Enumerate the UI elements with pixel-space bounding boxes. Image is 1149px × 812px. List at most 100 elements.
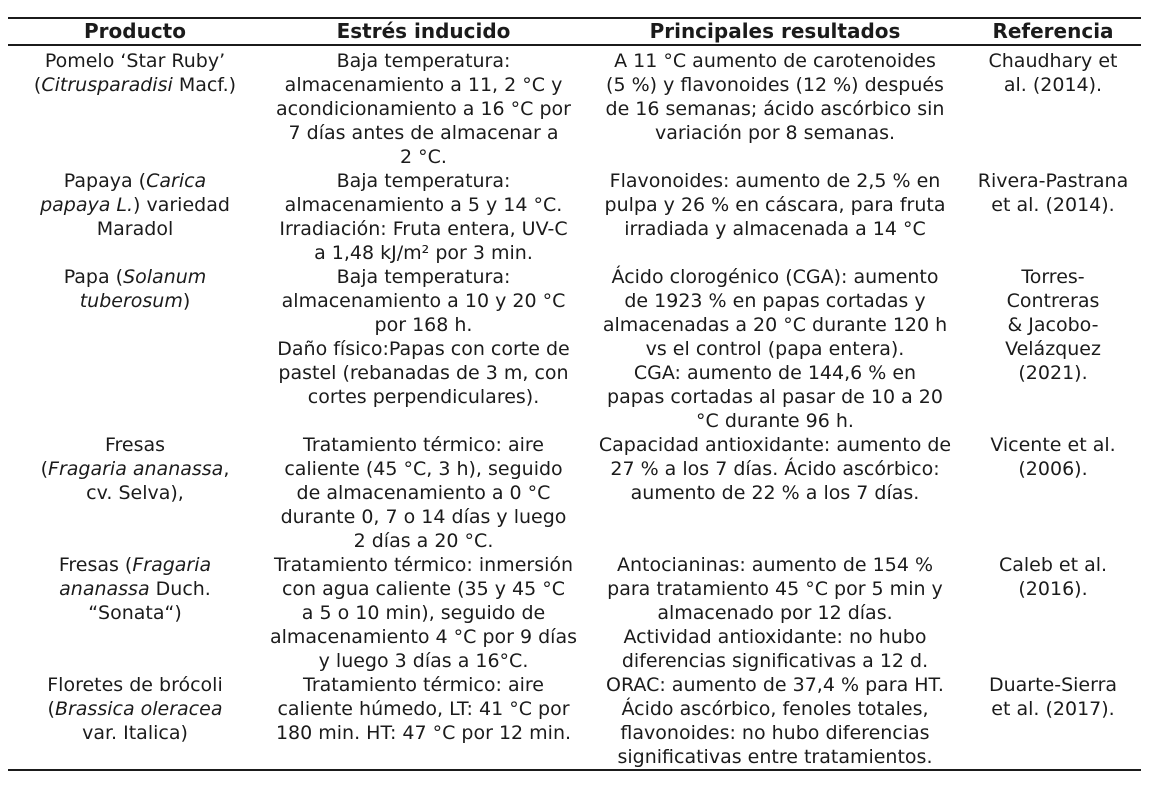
cell-estres: Tratamiento térmico: inmersión con agua c… (262, 553, 585, 673)
text-line: Flavonoides: aumento de 2,5 % en (609, 170, 941, 192)
cell-referencia: Rivera-Pastrana et al. (2014). (965, 169, 1141, 265)
text-line: 2 °C. (400, 146, 447, 168)
text-line: cortes perpendiculares). (307, 386, 540, 408)
text-line: aumento de 22 % a los 7 días. (630, 482, 920, 504)
text-line: 7 días antes de almacenar a (288, 122, 559, 144)
text-line: (Citrusparadisi Macf.) (10, 73, 260, 97)
text-line: a 5 o 10 min), seguido de (301, 602, 546, 624)
cell-referencia: Duarte-Sierra et al. (2017). (965, 673, 1141, 771)
text-line: Antocianinas: aumento de 154 % (616, 554, 933, 576)
table-body: Pomelo ‘Star Ruby’ (Citrusparadisi Macf.)… (8, 45, 1141, 771)
cell-producto: Fresas (Fragaria ananassa Duch. “Sonata“) (8, 553, 262, 673)
text-line: almacenamiento a 5 y 14 °C. (284, 194, 563, 216)
text-line: variación por 8 semanas. (654, 122, 896, 144)
text-line: (2006). (1018, 458, 1088, 480)
text-line: Contreras (1006, 290, 1100, 312)
text-line: almacenamiento 4 °C por 9 días (269, 626, 577, 648)
text-line: CGA: aumento de 144,6 % en (633, 362, 917, 384)
column-header-referencia: Referencia (965, 17, 1141, 46)
text-line: (Fragaria ananassa, (10, 457, 260, 481)
text-line: acondicionamiento a 16 °C por (276, 98, 571, 120)
scientific-name-text: Carica (146, 170, 207, 192)
text-line: Baja temperatura: (336, 170, 511, 192)
text-line: Tratamiento térmico: inmersión (273, 554, 574, 576)
text-line: almacenamiento a 11, 2 °C y (284, 74, 563, 96)
text-line: Pomelo ‘Star Ruby’ (10, 49, 260, 73)
text-line: significativas entre tratamientos. (617, 746, 933, 768)
cell-estres: Tratamiento térmico: aire caliente húmedo… (262, 673, 585, 771)
text-line: caliente húmedo, LT: 41 °C por (277, 698, 570, 720)
text-line: almacenadas a 20 °C durante 120 h (602, 314, 948, 336)
table-row: Papaya (Carica papaya L.) variedad Maradol… (8, 169, 1141, 265)
text-line: Papaya (Carica (10, 169, 260, 193)
text-line: de 16 semanas; ácido ascórbico sin (605, 98, 945, 120)
cell-producto: Fresas (Fragaria ananassa, cv. Selva), (8, 433, 262, 553)
table-container: Producto Estrés inducido Principales res… (8, 17, 1141, 771)
text-line: Fresas (10, 433, 260, 457)
text-line: (2016). (1018, 578, 1088, 600)
text-line: Daño físico:Papas con corte de (277, 338, 570, 360)
scientific-name-text: papaya L. (40, 194, 134, 216)
text-line: al. (2014). (1003, 74, 1103, 96)
text-line: Baja temperatura: (336, 50, 511, 72)
text-line: Chaudhary et (988, 50, 1118, 72)
text-line: por 168 h. (374, 314, 473, 336)
plain-text: ( (33, 74, 42, 96)
text-line: Tratamiento térmico: aire (303, 434, 544, 456)
text-line: var. Italica) (10, 721, 260, 745)
text-line: para tratamiento 45 °C por 5 min y (607, 578, 943, 600)
table-row: Pomelo ‘Star Ruby’ (Citrusparadisi Macf.)… (8, 45, 1141, 169)
text-line: 2 días a 20 °C. (353, 530, 494, 552)
column-header-principales-resultados: Principales resultados (585, 17, 965, 46)
text-line: Duarte-Sierra (988, 674, 1118, 696)
cell-producto: Pomelo ‘Star Ruby’ (Citrusparadisi Macf.) (8, 45, 262, 169)
text-line: Velázquez (1005, 338, 1101, 360)
text-line: Irradiación: Fruta entera, UV-C (279, 218, 568, 240)
text-line: cv. Selva), (10, 481, 260, 505)
cell-referencia: Torres- Contreras & Jacobo- Velázquez (2021)… (965, 265, 1141, 433)
text-line: papaya L.) variedad (10, 193, 260, 217)
scientific-name-text: Fragaria ananassa (48, 458, 224, 480)
text-line: tuberosum) (10, 289, 260, 313)
plain-text: Pomelo ‘Star Ruby’ (44, 50, 226, 72)
plain-text: Fresas (104, 434, 166, 456)
plain-text: Macf.) (172, 74, 237, 96)
plain-text: ) (182, 290, 191, 312)
text-line: a 1,48 kJ/m² por 3 min. (314, 242, 533, 264)
cell-estres: Baja temperatura: almacenamiento a 5 y 14… (262, 169, 585, 265)
cell-estres: Baja temperatura: almacenamiento a 11, 2 … (262, 45, 585, 169)
text-line: Ácido ascórbico, fenoles totales, (621, 698, 929, 720)
text-line: 180 min. HT: 47 °C por 12 min. (275, 722, 572, 744)
text-line: caliente (45 °C, 3 h), seguido (284, 458, 563, 480)
cell-producto: Floretes de brócoli (Brassica oleracea var… (8, 673, 262, 771)
text-line: diferencias significativas a 12 d. (621, 650, 929, 672)
text-line: (2021). (1018, 362, 1088, 384)
cell-estres: Baja temperatura: almacenamiento a 10 y 2… (262, 265, 585, 433)
scientific-name-text: Solanum (123, 266, 207, 288)
text-line: Actividad antioxidante: no hubo (623, 626, 927, 648)
text-line: almacenado por 12 días. (657, 602, 893, 624)
text-line: de almacenamiento a 0 °C (296, 482, 551, 504)
text-line: Ácido clorogénico (CGA): aumento (611, 266, 939, 288)
text-line: °C durante 96 h. (696, 410, 854, 432)
scientific-name-text: Brassica oleracea (54, 698, 223, 720)
text-line: ORAC: aumento de 37,4 % para HT. (606, 674, 944, 696)
plain-text: ( (40, 458, 49, 480)
cell-estres: Tratamiento térmico: aire caliente (45 °C… (262, 433, 585, 553)
text-line: Fresas (Fragaria (10, 553, 260, 577)
text-line: irradiada y almacenada a 14 °C (624, 218, 926, 240)
table-header: Producto Estrés inducido Principales res… (8, 17, 1141, 46)
cell-referencia: Vicente et al. (2006). (965, 433, 1141, 553)
plain-text: Maradol (96, 218, 174, 240)
plain-text: Papaya ( (63, 170, 147, 192)
table-row: Fresas (Fragaria ananassa, cv. Selva), Trat… (8, 433, 1141, 553)
cell-referencia: Chaudhary et al. (2014). (965, 45, 1141, 169)
text-line: Baja temperatura: (336, 266, 511, 288)
text-line: Rivera-Pastrana (977, 170, 1129, 192)
text-line: papas cortadas al pasar de 10 a 20 (607, 386, 943, 408)
table-row: Fresas (Fragaria ananassa Duch. “Sonata“) T… (8, 553, 1141, 673)
text-line: Capacidad antioxidante: aumento de (598, 434, 952, 456)
text-line: ananassa Duch. (10, 577, 260, 601)
text-line: pulpa y 26 % en cáscara, para fruta (604, 194, 946, 216)
cell-resultados: ORAC: aumento de 37,4 % para HT. Ácido as… (585, 673, 965, 771)
